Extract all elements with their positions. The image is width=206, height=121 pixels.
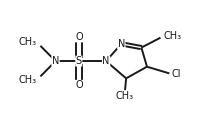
Text: Cl: Cl — [171, 69, 180, 79]
Text: O: O — [75, 32, 82, 42]
Text: CH₃: CH₃ — [115, 91, 133, 101]
Text: S: S — [75, 56, 82, 66]
Text: CH₃: CH₃ — [19, 38, 37, 47]
Text: N: N — [52, 56, 59, 66]
Text: CH₃: CH₃ — [163, 31, 181, 41]
Text: N: N — [117, 39, 124, 49]
Text: O: O — [75, 80, 82, 90]
Text: CH₃: CH₃ — [19, 75, 37, 85]
Text: N: N — [102, 56, 109, 66]
